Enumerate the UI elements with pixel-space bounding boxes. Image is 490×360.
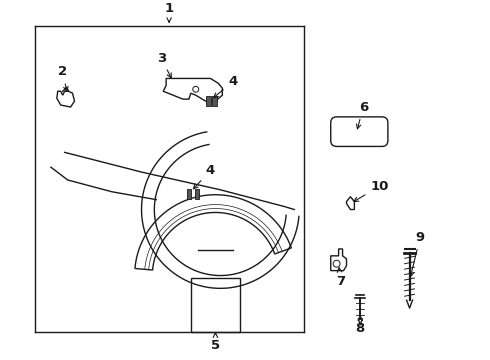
Bar [191,278,240,332]
Text: 4: 4 [194,164,215,189]
Text: 5: 5 [211,333,220,352]
Text: 3: 3 [157,52,171,78]
Text: 1: 1 [165,3,173,22]
Text: 8: 8 [356,316,365,335]
Text: 4: 4 [214,75,238,98]
Bar [206,96,211,106]
Text: 7: 7 [336,268,345,288]
Bar [195,189,199,199]
Text: 2: 2 [58,66,68,91]
Text: 9: 9 [410,231,425,276]
Bar [212,96,217,106]
Bar [187,189,191,199]
Text: 10: 10 [354,180,389,202]
Text: 6: 6 [356,101,368,129]
